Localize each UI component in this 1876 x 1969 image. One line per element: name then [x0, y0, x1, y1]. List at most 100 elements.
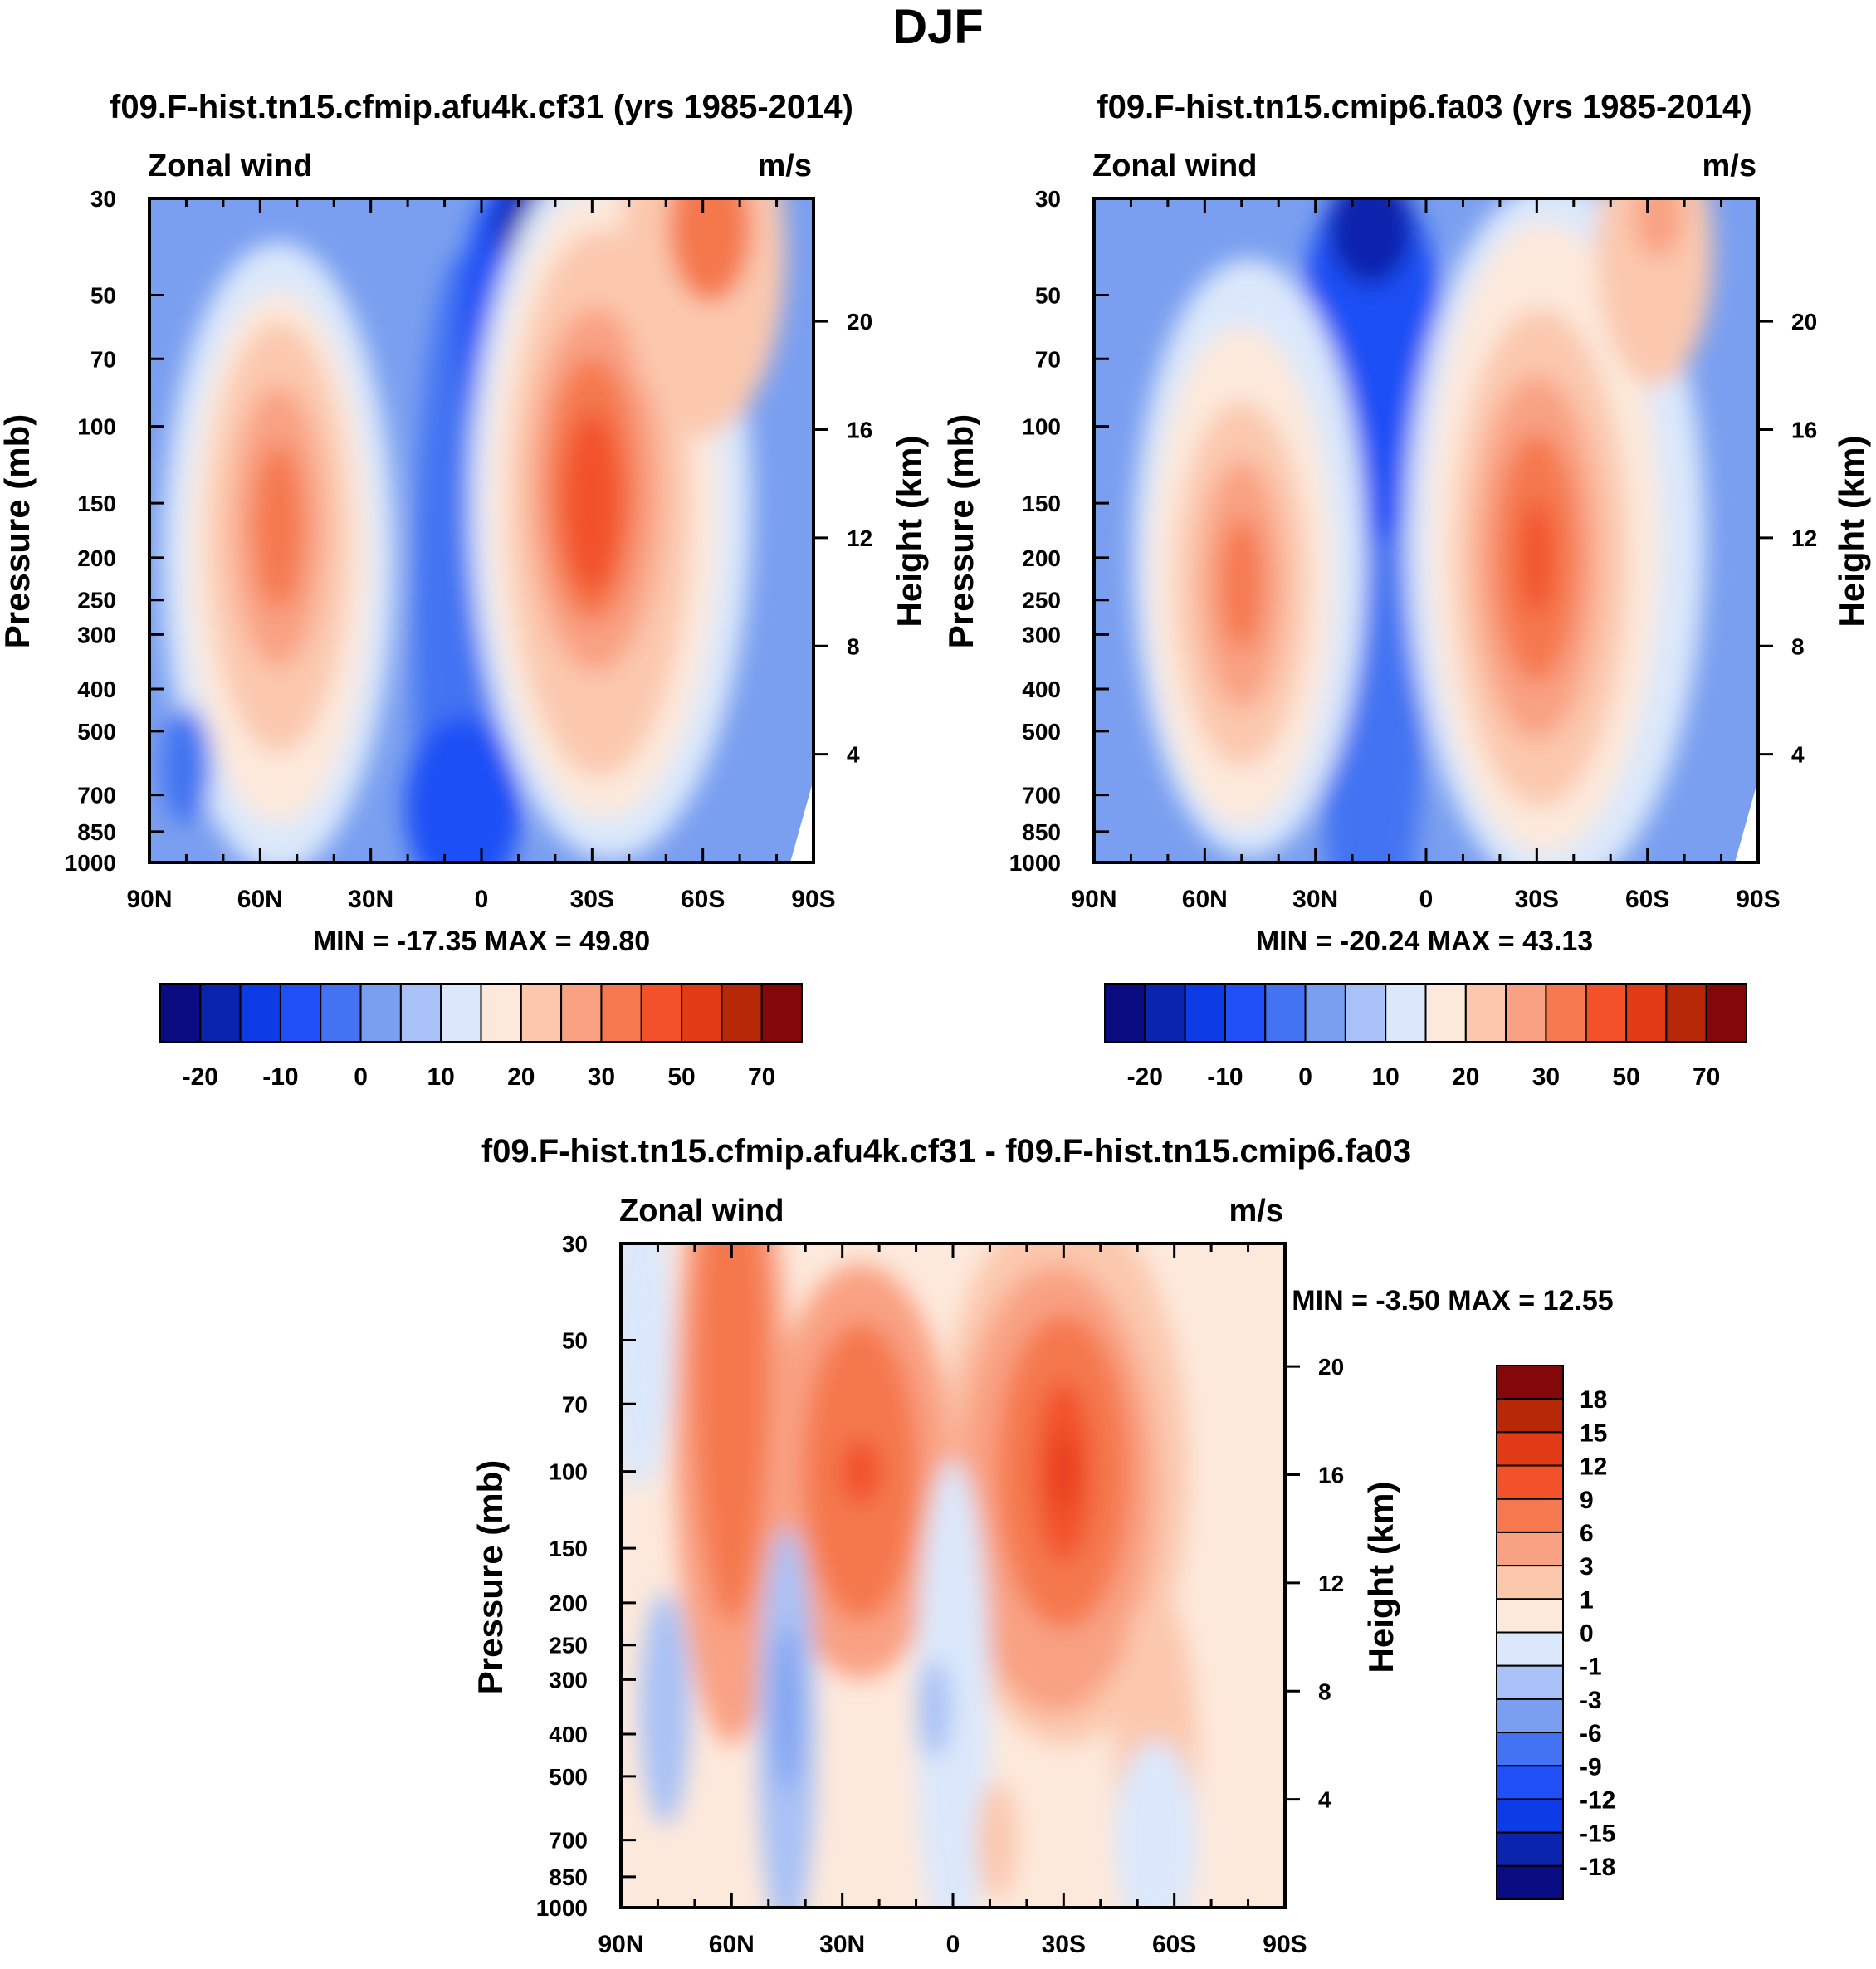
panel-left-xtick-label: 30S: [570, 886, 614, 913]
panel-diff-y2tick-label: 12: [1318, 1571, 1344, 1596]
panel-diff-colorbar-label: 1: [1580, 1586, 1594, 1614]
panel-left-colorbar-swatch: [159, 983, 202, 1043]
panel-right-contour-region: [1220, 517, 1263, 651]
panel-left-colorbar-swatch: [279, 983, 322, 1043]
panel-diff-contour-region: [839, 1438, 882, 1505]
panel-left-ytick-label: 250: [77, 588, 116, 613]
panel-left-ytick-label: 150: [77, 491, 116, 516]
panel-right-colorbar-label: -10: [1207, 1063, 1243, 1091]
panel-right-xtick-label: 30N: [1292, 886, 1338, 913]
panel-diff-contour-region: [694, 1243, 769, 1625]
panel-left-contour-field: [149, 198, 813, 862]
panel-diff-ytick-label: 30: [562, 1231, 588, 1257]
panel-diff-colorbar-swatch: [1496, 1765, 1564, 1800]
panel-left-colorbar-label: 20: [507, 1063, 535, 1091]
panel-diff-ytick-label: 300: [549, 1667, 588, 1693]
panel-left-axes: 90N 60N 30N 0 30S 60S 90S 30 50 70 100 150 200 250 300…: [65, 186, 872, 913]
panel-right-contour-region: [1520, 499, 1554, 616]
panel-right-y2tick-label: 4: [1791, 742, 1805, 768]
panel-diff-colorbar-swatch: [1496, 1531, 1564, 1567]
panel-left-xtick-label: 30N: [348, 886, 393, 913]
panel-left-colorbar-label: 70: [748, 1063, 775, 1091]
panel-right-xtick-label: 0: [1419, 886, 1434, 913]
panel-right-ytick-label: 1000: [1009, 850, 1061, 876]
panel-diff-ytick-label: 250: [549, 1633, 588, 1659]
panel-right-ytick-label: 150: [1022, 491, 1061, 516]
panel-left-colorbar-label: 50: [667, 1063, 695, 1091]
panel-right-xtick-label: 60S: [1625, 886, 1669, 913]
panel-diff-colorbar-swatch: [1496, 1798, 1564, 1834]
panel-diff-contour-region: [640, 1592, 691, 1825]
panel-left-ytick-label: 1000: [65, 850, 116, 876]
panel-diff-ytick-label: 700: [549, 1828, 588, 1854]
panel-left-missing-data: [790, 779, 813, 862]
panel-diff-colorbar-swatch: [1496, 1598, 1564, 1634]
panel-diff-colorbar-swatch: [1496, 1831, 1564, 1867]
panel-right-colorbar-label: 20: [1452, 1063, 1479, 1091]
panel-right-colorbar-swatch: [1264, 983, 1307, 1043]
panel-right-colorbar-swatch: [1665, 983, 1707, 1043]
panel-diff-xtick-label: 60S: [1152, 1931, 1196, 1958]
panel-diff-title: f09.F-hist.tn15.cfmip.afu4k.cf31 - f09.F…: [481, 1133, 1411, 1170]
panel-diff-colorbar-swatch: [1496, 1431, 1564, 1467]
panel-right-contour-region: [1329, 198, 1413, 286]
panel-left: f09.F-hist.tn15.cfmip.afu4k.cf31 (yrs 19…: [0, 89, 929, 1091]
panel-diff-xtick-label: 0: [946, 1931, 960, 1958]
panel-left-contour-region: [161, 707, 212, 824]
panel-diff-ytick-label: 1000: [536, 1895, 588, 1921]
panel-left-ytick-label: 500: [77, 719, 116, 745]
panel-left-stats: MIN = -17.35 MAX = 49.80: [313, 926, 650, 957]
panel-right-y2tick-label: 8: [1791, 633, 1805, 659]
panel-left-y2tick-label: 20: [847, 309, 872, 335]
panel-diff-contour-region: [621, 1243, 673, 1490]
panel-right-y2tick-label: 16: [1791, 418, 1817, 443]
panel-diff-colorbar-swatch: [1496, 1498, 1564, 1533]
panel-right-ytick-label: 70: [1035, 346, 1061, 372]
panel-right-ytick-label: 850: [1022, 819, 1061, 845]
panel-right-colorbar-swatch: [1464, 983, 1507, 1043]
panel-diff-xtick-label: 30N: [819, 1931, 865, 1958]
panel-left-colorbar-label: 0: [354, 1063, 368, 1091]
panel-diff-colorbar: 18 15 12 9 6 3 1 0 -1 -3 -6 -9 -12 -15 -18: [1496, 1365, 1615, 1900]
panel-left-contour-region: [668, 198, 752, 303]
panel-diff-colorbar-label: 12: [1580, 1454, 1607, 1481]
panel-left-ytick-label: 50: [90, 283, 116, 309]
panel-left-contour-region: [253, 443, 304, 610]
panel-diff-contour-region: [976, 1781, 1019, 1898]
panel-diff-y2tick-label: 20: [1318, 1354, 1344, 1380]
panel-left-colorbar-label: -20: [183, 1063, 218, 1091]
panel-right-missing-data: [1735, 779, 1758, 862]
panel-diff-y2label: Height (km): [1361, 1482, 1400, 1673]
panel-left-ytick-label: 100: [77, 414, 116, 440]
panel-right-colorbar-swatch: [1104, 983, 1146, 1043]
panel-diff-colorbar-label: 18: [1580, 1386, 1607, 1414]
panel-diff-colorbar-swatch: [1496, 1698, 1564, 1734]
panel-diff-colorbar-swatch: [1496, 1464, 1564, 1500]
panel-right-colorbar-swatch: [1585, 983, 1628, 1043]
panel-right-colorbar-label: 0: [1298, 1063, 1312, 1091]
panel-diff-y2tick-label: 16: [1318, 1463, 1344, 1488]
panel-left-colorbar-swatch: [721, 983, 763, 1043]
panel-left-ytick-label: 30: [90, 186, 116, 212]
panel-left-units: m/s: [758, 149, 812, 183]
panel-diff-axes: 90N 60N 30N 0 30S 60S 90S 30 50 70 100 150 200 250 300…: [536, 1231, 1344, 1958]
panel-diff-ylabel: Pressure (mb): [471, 1460, 510, 1694]
panel-diff-contour-region: [1114, 1740, 1198, 1908]
panel-right-colorbar-swatch: [1705, 983, 1747, 1043]
panel-right: f09.F-hist.tn15.cmip6.fa03 (yrs 1985-201…: [941, 89, 1871, 1091]
panel-diff-contour-region: [1053, 1434, 1074, 1509]
panel-right-ytick-label: 100: [1022, 414, 1061, 440]
panel-left-ytick-label: 70: [90, 346, 116, 372]
panel-diff-colorbar-label: 0: [1580, 1620, 1594, 1648]
panel-left-y2tick-label: 8: [847, 633, 860, 659]
panel-diff-contour-region: [916, 1459, 990, 1908]
panel-diff-xtick-label: 90N: [598, 1931, 643, 1958]
panel-diff-colorbar-label: -1: [1580, 1654, 1602, 1681]
panel-diff-colorbar-label: 15: [1580, 1419, 1607, 1447]
panel-right-y2label: Height (km): [1832, 436, 1871, 628]
panel-diff-ytick-label: 150: [549, 1536, 588, 1561]
panel-left-y2label: Height (km): [890, 436, 929, 628]
panel-left-xtick-label: 90S: [791, 886, 835, 913]
panel-left-colorbar-swatch: [199, 983, 242, 1043]
